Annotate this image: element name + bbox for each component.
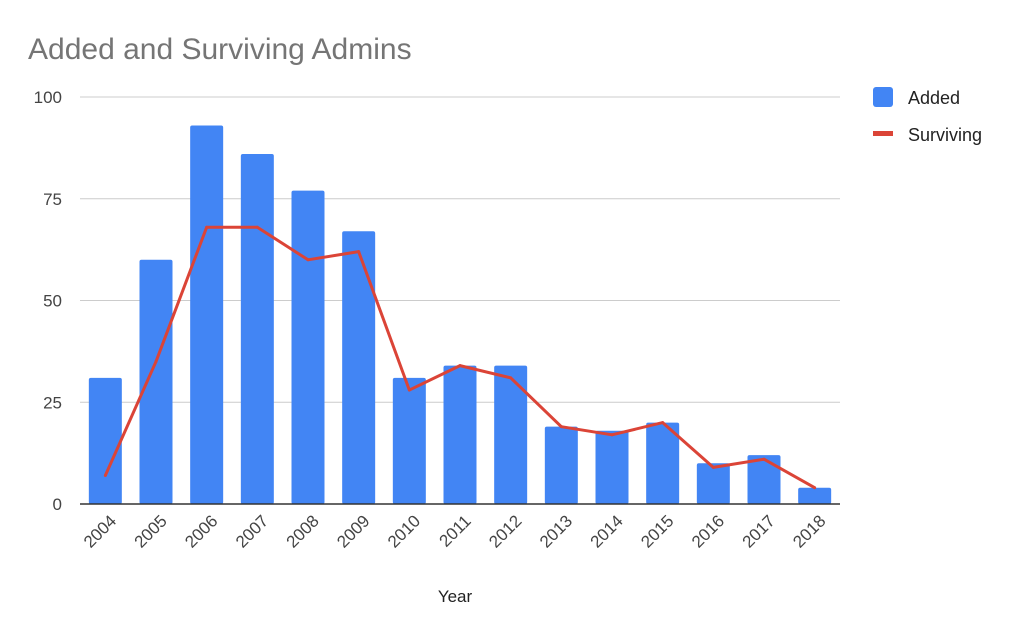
line-series-surviving	[103, 225, 817, 490]
x-tick-label: 2007	[232, 511, 272, 551]
point-2014	[610, 433, 614, 437]
point-2010	[407, 388, 411, 392]
bar-2009	[342, 231, 376, 504]
bar-2014	[595, 430, 629, 504]
bar-2007	[240, 153, 274, 505]
bar-2004	[88, 377, 122, 504]
y-tick-label: 50	[43, 292, 62, 311]
bar-2017	[747, 455, 781, 504]
x-tick-label: 2005	[131, 511, 171, 551]
x-tick-label: 2018	[789, 511, 829, 551]
point-2009	[357, 250, 361, 254]
bar-2018	[798, 487, 832, 504]
point-2017	[762, 457, 766, 461]
bar-series-added	[88, 125, 832, 505]
bar-2006	[190, 125, 224, 505]
point-2004	[103, 474, 107, 478]
point-2011	[458, 364, 462, 368]
point-2006	[205, 225, 209, 229]
y-tick-label: 25	[43, 393, 62, 412]
bar-2012	[494, 365, 528, 504]
legend-swatch-added	[873, 87, 893, 107]
x-axis-label: Year	[438, 587, 473, 606]
point-2012	[509, 376, 513, 380]
legend: Added Surviving	[873, 87, 982, 145]
point-2005	[154, 360, 158, 364]
point-2018	[813, 486, 817, 490]
bar-2010	[392, 377, 426, 504]
x-tick-label: 2006	[181, 511, 221, 551]
point-2013	[559, 425, 563, 429]
point-2015	[661, 421, 665, 425]
legend-label-added: Added	[908, 88, 960, 108]
x-tick-label: 2009	[333, 511, 373, 551]
bar-2008	[291, 190, 325, 505]
y-tick-label: 75	[43, 190, 62, 209]
bar-2015	[646, 422, 680, 504]
bar-2005	[139, 259, 173, 504]
bar-2016	[696, 463, 730, 504]
point-2016	[711, 465, 715, 469]
chart-title: Added and Surviving Admins	[28, 33, 412, 66]
x-tick-label: 2010	[384, 511, 424, 551]
y-tick-label: 0	[53, 495, 62, 514]
x-tick-label: 2014	[587, 511, 627, 551]
point-2008	[306, 258, 310, 262]
x-tick-label: 2013	[536, 511, 576, 551]
x-tick-label: 2012	[485, 511, 525, 551]
x-axis-ticks: 2004 2005 2006 2007 2008 2009 2010 2011 2012 2013…	[80, 511, 830, 551]
x-tick-label: 2015	[637, 511, 677, 551]
legend-swatch-surviving	[873, 131, 893, 136]
legend-label-surviving: Surviving	[908, 125, 982, 145]
y-axis-ticks: 0 25 50 75 100	[34, 88, 62, 514]
x-tick-label: 2011	[436, 511, 475, 550]
bar-2011	[443, 365, 477, 504]
bar-2013	[544, 426, 578, 504]
x-tick-label: 2016	[688, 511, 728, 551]
x-tick-label: 2004	[80, 511, 120, 551]
y-tick-label: 100	[34, 88, 62, 107]
point-2007	[255, 225, 259, 229]
x-tick-label: 2008	[283, 511, 323, 551]
x-tick-label: 2017	[739, 511, 779, 551]
